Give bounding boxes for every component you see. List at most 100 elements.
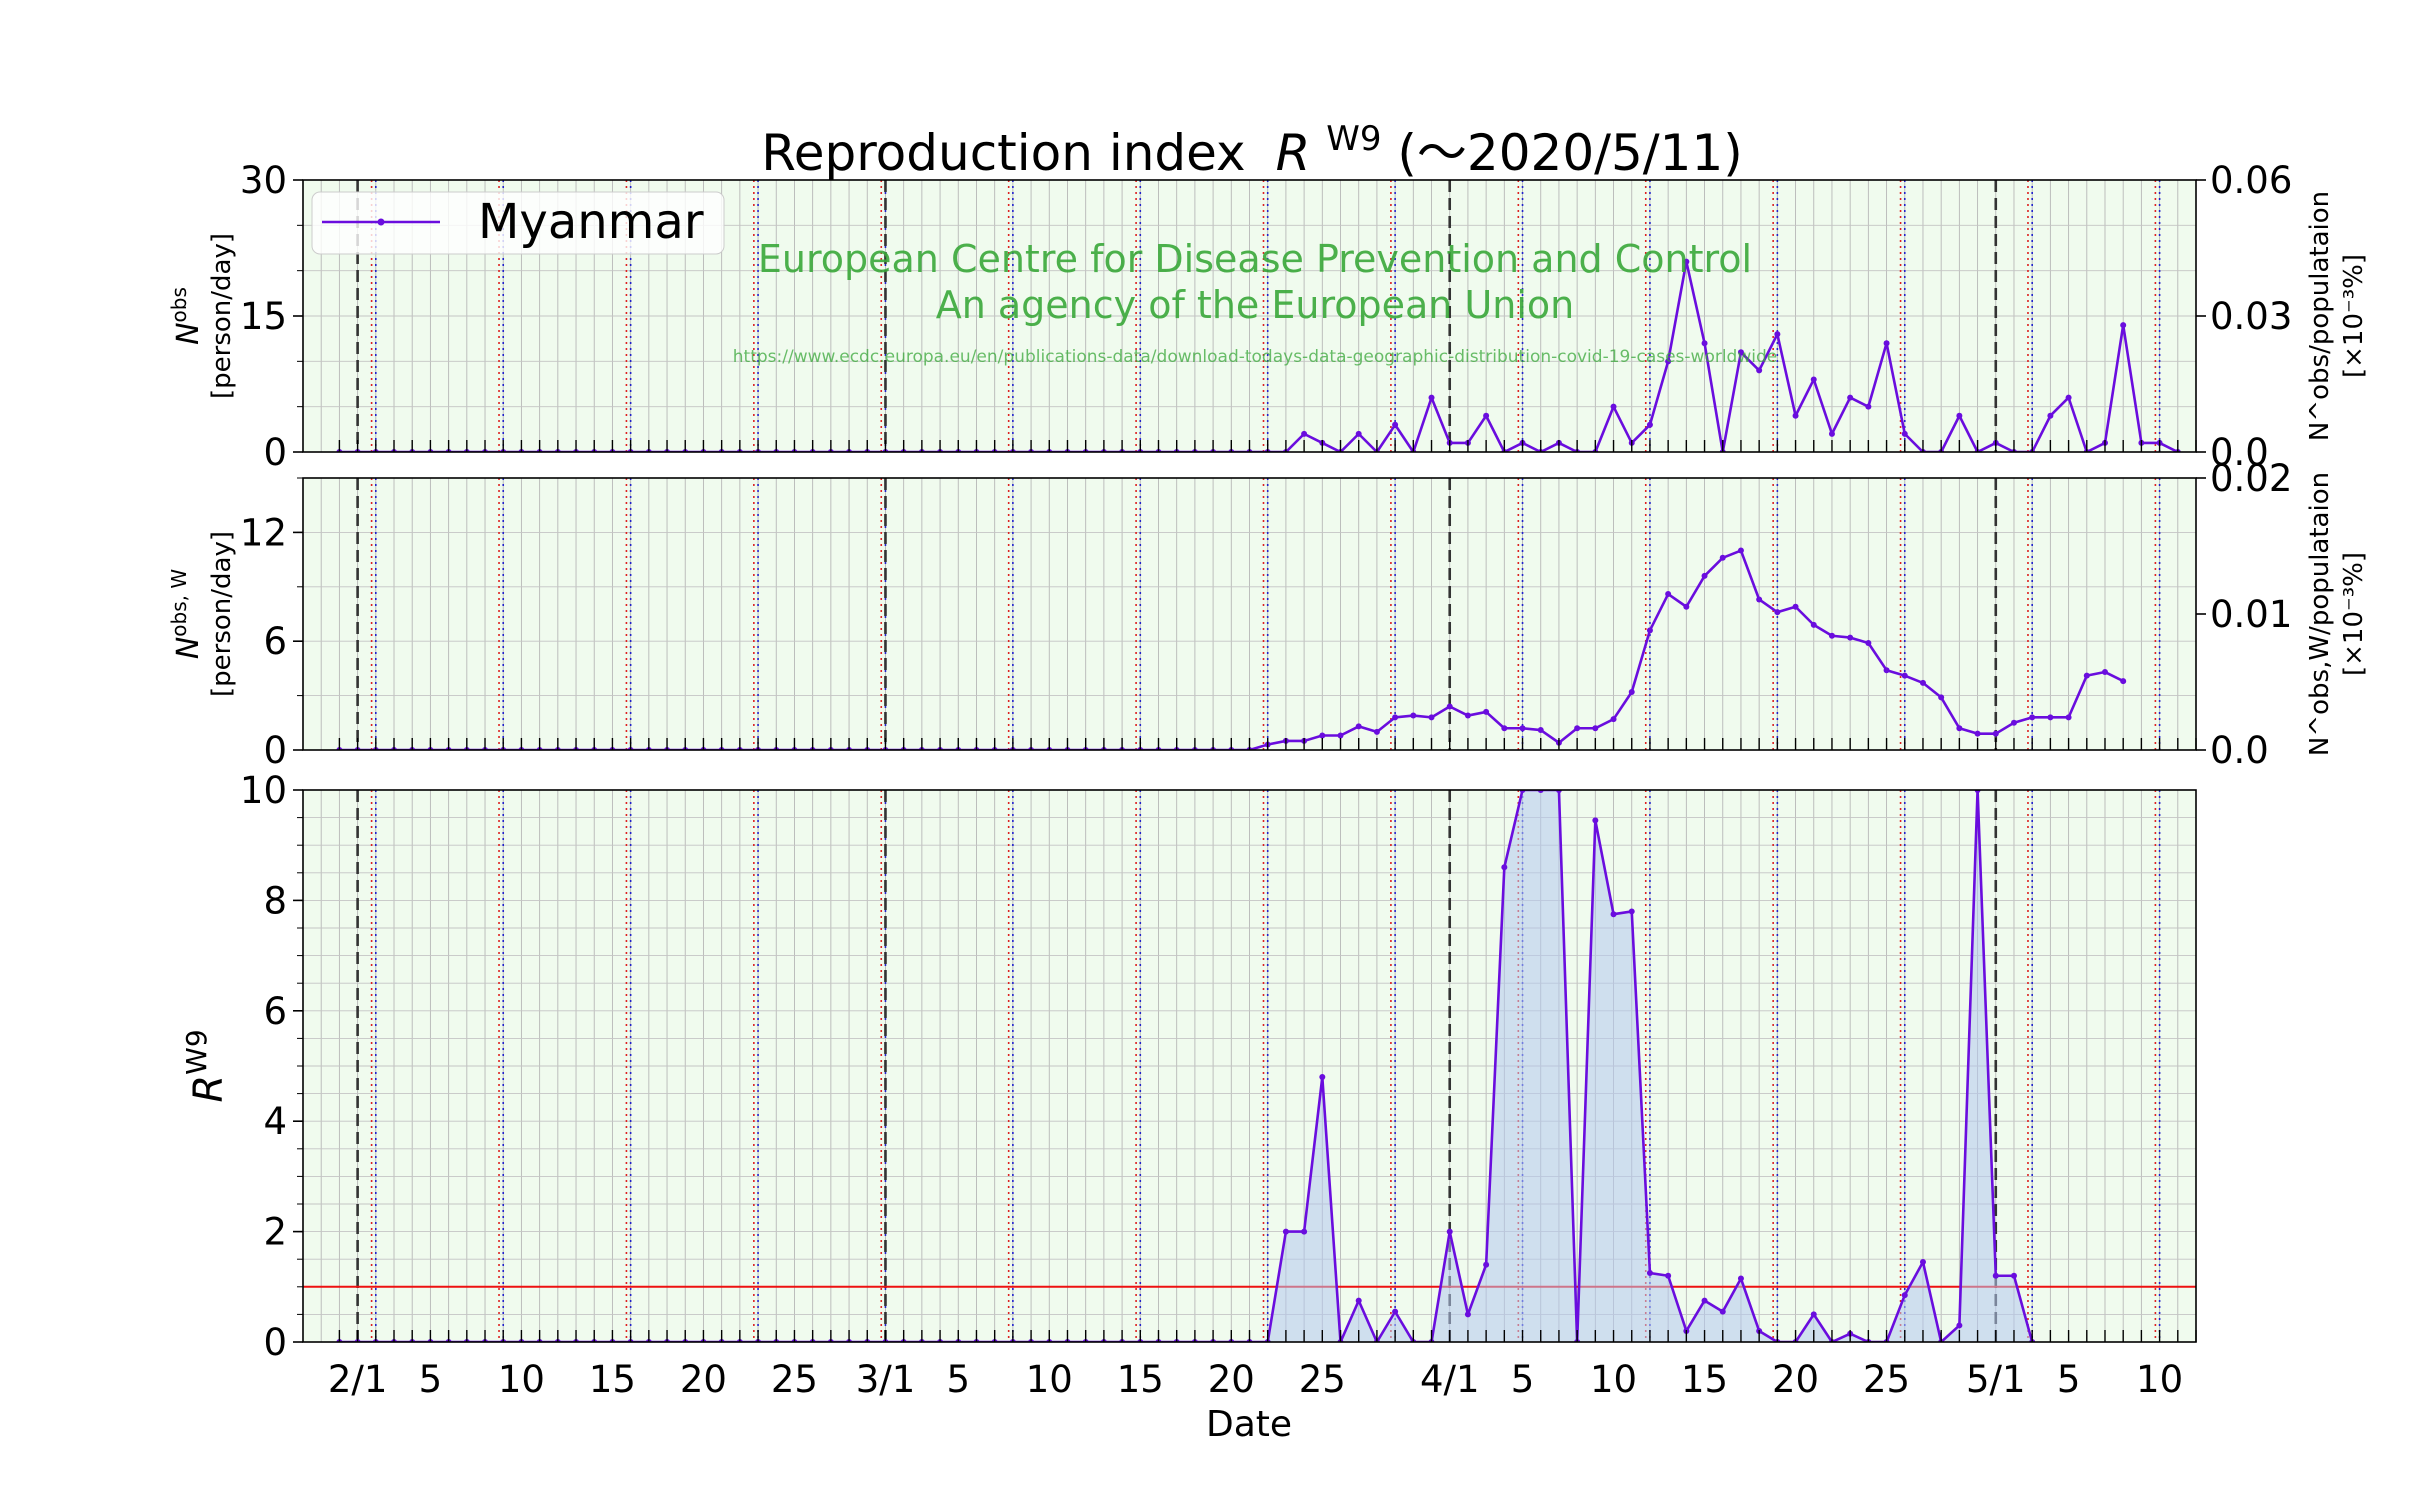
panel-2-series [336,547,2127,750]
y-tick-label: 0 [263,431,287,474]
data-point [1701,340,1708,347]
data-point [1719,1308,1726,1315]
axes: 0 15 30 0.0 0.03 0.06 0 6 12 0.0 0.01 0.02 0 2 4 6 8 10 2/… [240,159,2292,1401]
data-point [1483,708,1490,715]
data-point [1355,430,1362,437]
data-point [1319,732,1326,739]
data-point [1592,725,1599,732]
y-label3-symbol: R [186,1075,232,1103]
data-point [1574,725,1581,732]
data-point [1592,817,1599,824]
data-point [1628,908,1635,915]
right-label2-line1: N^obs,W/populataion [2305,472,2335,756]
data-point [1919,679,1926,686]
y-tick-label: 30 [240,159,287,202]
x-tick-label: 5 [2057,1358,2081,1401]
data-point [1774,331,1781,338]
data-point [1956,412,1963,419]
series-line [339,549,2124,750]
y-label1-symbol: N [171,322,206,344]
data-point [1373,728,1380,735]
watermark-line1: European Centre for Disease Prevention a… [758,237,1752,281]
x-tick-label: 5 [1511,1358,1535,1401]
watermark-url: https://www.ecdc.europa.eu/en/publicatio… [733,347,1777,367]
data-point [1810,1311,1817,1318]
data-point [1392,714,1399,721]
chart-title-suffix: (～2020/5/11) [1397,124,1742,182]
data-point [1646,1270,1653,1276]
right-y-tick-label: 0.03 [2210,295,2292,338]
y-axis-label-panel2: Nobs, W [167,569,206,660]
data-point [1501,864,1508,871]
right-label2-line2: [×10⁻³%] [2339,552,2369,676]
data-point [1828,632,1835,639]
x-tick-label: 20 [1772,1358,1819,1401]
y-tick-label: 2 [263,1211,287,1254]
right-y-tick-label: 0.06 [2210,159,2292,202]
data-point [1810,621,1817,628]
data-point [1737,349,1744,356]
data-point [1446,703,1453,710]
data-point [1938,694,1945,701]
chart-title-symbol: R [1276,124,1311,182]
data-point [1282,1228,1289,1235]
data-point [1665,591,1672,598]
data-point [1610,911,1617,918]
y-axis-label-panel3: RW9 [180,1029,232,1102]
data-point [2029,714,2036,721]
data-point [1628,688,1635,695]
r-area-fill [339,790,2033,1342]
x-tick-label: 10 [1590,1358,1637,1401]
data-point [1446,1228,1453,1235]
data-point [1646,627,1653,634]
data-point [1483,1261,1490,1268]
right-y-tick-label: 0.0 [2210,431,2269,474]
y-tick-label: 10 [240,769,287,812]
x-tick-label: 10 [1026,1358,1073,1401]
data-point [1792,603,1799,610]
watermark: European Centre for Disease Prevention a… [733,237,1777,367]
data-point [1301,1228,1308,1235]
data-point [1828,430,1835,437]
chart-title-text: Reproduction index [761,124,1245,182]
right-label1-line1: N^obs/populataion [2305,191,2335,441]
data-point [2083,672,2090,679]
y-tick-label: 0 [263,729,287,772]
data-point [1883,340,1890,347]
y-axis-label-panel1: Nobs [167,287,206,345]
data-point [1483,412,1490,419]
chart-title: Reproduction index R W9 (～2020/5/11) [761,104,1743,182]
right-axis-label-panel2: N^obs,W/populataion [×10⁻³%] [2305,472,2369,756]
y-tick-label: 4 [263,1100,287,1143]
data-point [1883,667,1890,674]
data-point [2047,412,2054,419]
data-point [2065,714,2072,721]
y-label2-sup: obs, W [167,569,191,637]
legend-marker-swatch [377,218,385,226]
y-tick-label: 8 [263,879,287,922]
data-point [1665,358,1672,365]
y-tick-label: 0 [263,1321,287,1364]
x-tick-label: 5 [946,1358,970,1401]
right-axis-label-panel1: N^obs/populataion [×10⁻³%] [2305,191,2369,441]
data-point [2010,719,2017,726]
data-point [1992,730,1999,737]
data-point [1501,725,1508,732]
legend-label: Myanmar [478,194,704,250]
data-point [1865,403,1872,410]
y-axis-unit-panel1: [person/day] [207,233,237,399]
data-point [1392,421,1399,428]
data-point [1701,572,1708,579]
x-tick-label: 5/1 [1966,1358,2026,1401]
x-tick-label: 15 [1681,1358,1728,1401]
data-point [1810,376,1817,383]
data-point [2047,714,2054,721]
x-axis-label: Date [1206,1404,1292,1445]
data-point [1756,367,1763,374]
data-point [1464,1311,1471,1318]
y-label1-sup: obs [167,287,191,322]
data-point [1774,609,1781,616]
data-point [1792,412,1799,419]
x-tick-label: 15 [589,1358,636,1401]
data-point [2101,669,2108,676]
